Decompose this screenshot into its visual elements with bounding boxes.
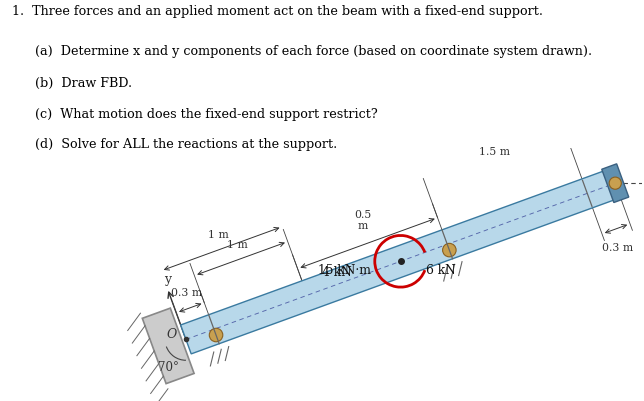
Polygon shape <box>601 164 629 203</box>
Text: (c)  What motion does the fixed-end support restrict?: (c) What motion does the fixed-end suppo… <box>35 107 378 120</box>
Polygon shape <box>181 169 621 354</box>
Text: 0.3 m: 0.3 m <box>603 243 634 253</box>
Text: 15 kN·m: 15 kN·m <box>317 263 371 276</box>
Circle shape <box>609 178 621 190</box>
Text: 1.  Three forces and an applied moment act on the beam with a fixed-end support.: 1. Three forces and an applied moment ac… <box>12 5 543 18</box>
Text: 70°: 70° <box>158 360 178 373</box>
Circle shape <box>209 328 223 342</box>
Text: O: O <box>166 328 176 340</box>
Circle shape <box>442 244 456 257</box>
Polygon shape <box>142 308 194 384</box>
Text: 0.5
m: 0.5 m <box>354 209 372 231</box>
Text: 4 kN: 4 kN <box>322 265 352 279</box>
Text: 1 m: 1 m <box>208 230 229 240</box>
Text: 1.5 m: 1.5 m <box>479 146 510 156</box>
Text: 1 m: 1 m <box>227 240 248 250</box>
Text: y: y <box>164 272 171 286</box>
Text: (d)  Solve for ALL the reactions at the support.: (d) Solve for ALL the reactions at the s… <box>35 138 337 151</box>
Text: (b)  Draw FBD.: (b) Draw FBD. <box>35 77 133 90</box>
Text: 6 kN: 6 kN <box>426 263 455 276</box>
Text: (a)  Determine x and y components of each force (based on coordinate system draw: (a) Determine x and y components of each… <box>35 45 592 58</box>
Text: 0.3 m: 0.3 m <box>171 288 202 298</box>
